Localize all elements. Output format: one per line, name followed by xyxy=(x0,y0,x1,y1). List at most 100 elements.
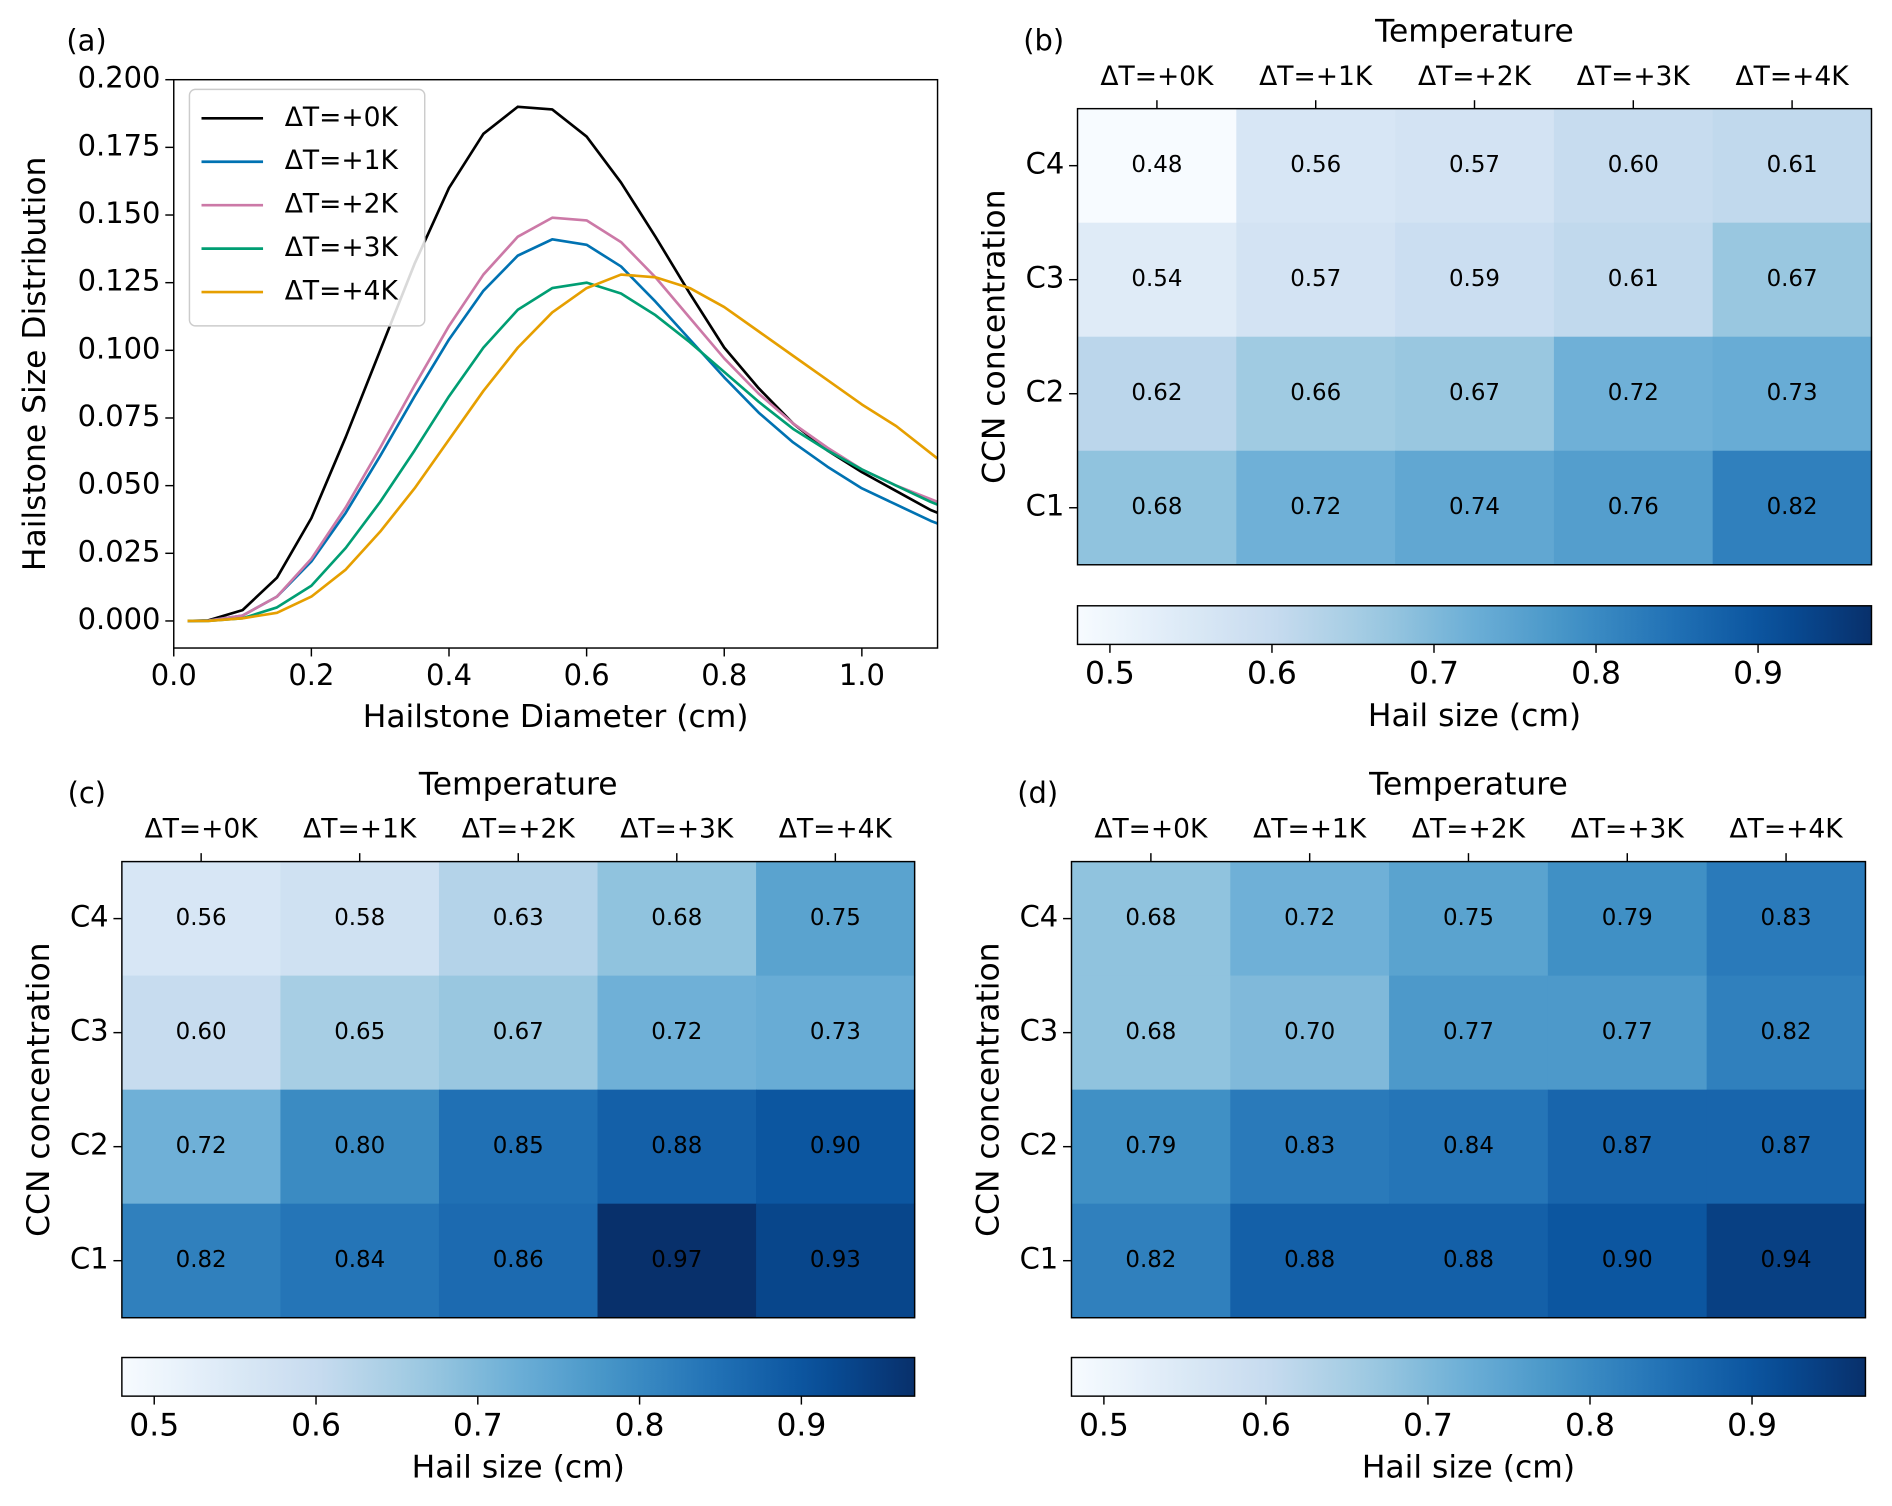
cell-label: 0.67 xyxy=(1449,380,1500,406)
colorbar-label: Hail size (cm) xyxy=(1362,1450,1575,1486)
cell-label: 0.57 xyxy=(1449,152,1500,178)
cell-label: 0.82 xyxy=(1767,494,1818,520)
heatmap-cell xyxy=(1547,1089,1708,1205)
x-tick-label: ΔT=+2K xyxy=(1418,61,1532,92)
y-tick-label: C1 xyxy=(1020,1242,1059,1276)
cell-label: 0.80 xyxy=(334,1133,385,1159)
colorbar-tick-label: 0.7 xyxy=(1409,656,1459,692)
colorbar-tick-label: 0.7 xyxy=(453,1407,503,1443)
heatmap-cell xyxy=(756,861,916,977)
heatmap-cell xyxy=(597,975,757,1091)
cell-label: 0.60 xyxy=(1608,152,1659,178)
cell-label: 0.76 xyxy=(1608,494,1659,520)
plot-frame xyxy=(173,78,939,649)
cell-label: 0.72 xyxy=(1290,494,1341,520)
y-tick-label: 0.150 xyxy=(78,196,161,230)
y-tick-label: C1 xyxy=(70,1242,109,1276)
colorbar xyxy=(1070,1356,1867,1397)
x-axis-title: Temperature xyxy=(1374,14,1574,50)
cell-label: 0.65 xyxy=(334,1019,385,1045)
cell-label: 0.72 xyxy=(651,1019,702,1045)
colorbar-tick-label: 0.8 xyxy=(615,1407,665,1443)
x-axis-label: Hailstone Diameter (cm) xyxy=(363,699,749,735)
colorbar-tick-label: 0.8 xyxy=(1565,1407,1615,1443)
legend-label: ΔT=+1K xyxy=(285,145,399,176)
panel-label: (a) xyxy=(66,23,106,57)
heatmap-cell xyxy=(1395,450,1555,566)
series-line xyxy=(187,216,938,623)
x-tick-label: ΔT=+0K xyxy=(1094,814,1208,845)
heatmap-cell xyxy=(121,975,282,1091)
heatmap-cell xyxy=(280,861,440,977)
colorbar-tick-label: 0.9 xyxy=(1727,1407,1777,1443)
cell-label: 0.48 xyxy=(1131,152,1182,178)
colorbar-label: Hail size (cm) xyxy=(1368,698,1581,734)
x-tick-label: ΔT=+4K xyxy=(1730,814,1844,845)
heatmap-cell xyxy=(280,975,440,1091)
legend-label: ΔT=+2K xyxy=(285,189,399,220)
cell-label: 0.72 xyxy=(1608,380,1659,406)
x-tick-label: 0.0 xyxy=(151,658,197,692)
heatmap-cell xyxy=(438,861,599,977)
cell-label: 0.60 xyxy=(176,1019,227,1045)
y-tick-label: C2 xyxy=(1026,375,1065,409)
heatmap-cell xyxy=(756,975,916,1091)
cell-label: 0.68 xyxy=(651,905,702,931)
cell-label: 0.87 xyxy=(1602,1133,1653,1159)
cell-label: 0.97 xyxy=(651,1247,702,1273)
x-tick-label: 0.4 xyxy=(426,658,472,692)
heatmap-cell xyxy=(597,1089,757,1205)
heatmap-cell xyxy=(1553,108,1714,224)
heatmap-cell xyxy=(1706,1089,1867,1205)
cell-label: 0.58 xyxy=(334,905,385,931)
x-tick-label: ΔT=+4K xyxy=(779,814,893,845)
heatmap-cell xyxy=(1553,222,1714,338)
colorbar-tick-label: 0.6 xyxy=(291,1407,341,1443)
heatmap-cell xyxy=(1547,861,1708,977)
cell-label: 0.84 xyxy=(1443,1133,1494,1159)
heatmap-cell xyxy=(597,1203,757,1319)
y-tick-label: C2 xyxy=(1020,1128,1059,1162)
heatmap-cell xyxy=(1712,108,1873,224)
cell-label: 0.59 xyxy=(1449,266,1500,292)
cell-label: 0.86 xyxy=(493,1247,544,1273)
cell-label: 0.62 xyxy=(1131,380,1182,406)
cell-label: 0.84 xyxy=(334,1247,385,1273)
panel-label: (b) xyxy=(1023,23,1064,57)
heatmap-cell xyxy=(1553,450,1714,566)
y-tick-label: 0.050 xyxy=(78,467,161,501)
x-tick-label: 1.0 xyxy=(839,658,885,692)
heatmap-cell xyxy=(756,1203,916,1319)
heatmap-cell xyxy=(121,1089,282,1205)
cell-label: 0.67 xyxy=(1767,266,1818,292)
heatmap-cell xyxy=(280,1203,440,1319)
cell-label: 0.82 xyxy=(1125,1247,1176,1273)
heatmap-cell xyxy=(1236,450,1396,566)
series-line xyxy=(187,273,938,623)
y-tick-label: C1 xyxy=(1026,489,1065,523)
cell-label: 0.79 xyxy=(1602,905,1653,931)
cell-label: 0.66 xyxy=(1290,380,1341,406)
x-axis-title: Temperature xyxy=(1368,767,1568,803)
x-tick-label: 0.2 xyxy=(288,658,334,692)
cell-label: 0.72 xyxy=(1284,905,1335,931)
x-tick-label: ΔT=+2K xyxy=(462,814,576,845)
heatmap-cell xyxy=(1706,1203,1867,1319)
cell-label: 0.73 xyxy=(1767,380,1818,406)
legend-label: ΔT=+4K xyxy=(285,276,399,307)
cell-label: 0.94 xyxy=(1761,1247,1812,1273)
cell-label: 0.93 xyxy=(810,1247,861,1273)
cell-label: 0.68 xyxy=(1125,1019,1176,1045)
heatmap-cell xyxy=(1230,861,1390,977)
heatmap-cell xyxy=(1389,1089,1549,1205)
heatmap-cell xyxy=(280,1089,440,1205)
colorbar xyxy=(1076,605,1873,646)
y-axis-label: CCN concentration xyxy=(21,942,57,1236)
legend-label: ΔT=+0K xyxy=(285,102,399,133)
series-line xyxy=(187,281,938,623)
x-tick-label: ΔT=+2K xyxy=(1412,814,1526,845)
x-tick-label: ΔT=+1K xyxy=(1259,61,1373,92)
heatmap-cell xyxy=(1553,336,1714,452)
cell-label: 0.56 xyxy=(1290,152,1341,178)
panel-label: (c) xyxy=(68,776,107,810)
